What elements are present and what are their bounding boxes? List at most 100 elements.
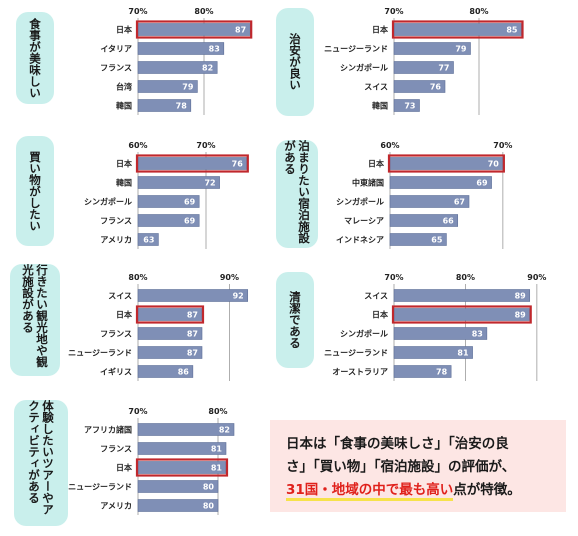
value-label: 83 bbox=[209, 45, 220, 54]
bar bbox=[389, 157, 504, 170]
category-label: アメリカ bbox=[100, 236, 132, 245]
category-label: 日本 bbox=[116, 310, 132, 320]
tick-label: 80% bbox=[194, 7, 213, 16]
bar bbox=[393, 42, 471, 55]
category-label: スイス bbox=[108, 292, 132, 301]
chart-title: 買い物がしたい bbox=[28, 150, 42, 232]
bar bbox=[137, 233, 159, 246]
chart-title: 治安が良い bbox=[288, 33, 302, 91]
category-label: イギリス bbox=[100, 367, 132, 377]
bar bbox=[137, 61, 218, 74]
value-label: 89 bbox=[515, 311, 527, 320]
bar bbox=[137, 23, 251, 36]
category-label: 日本 bbox=[116, 159, 132, 169]
chart-activities: 70% 80% アフリカ諸国 82 フランス 81 日本 81 ニュージーランド 80 アメリカ 80 bbox=[68, 407, 235, 515]
bar bbox=[137, 365, 194, 378]
value-label: 76 bbox=[232, 160, 244, 169]
category-label: マレーシア bbox=[344, 217, 384, 226]
category-label: ニュージーランド bbox=[324, 45, 388, 54]
tick-label: 60% bbox=[380, 141, 399, 150]
highlight-outline bbox=[135, 305, 205, 324]
highlight-outline bbox=[135, 20, 253, 39]
chart-food: 70% 80% 日本 87 イタリア 83 フランス 82 台湾 79 韓国 78 bbox=[100, 7, 253, 115]
value-label: 85 bbox=[506, 26, 518, 35]
value-label: 82 bbox=[202, 64, 213, 73]
tick-label: 80% bbox=[456, 273, 475, 282]
bar bbox=[393, 99, 420, 112]
category-pill-food: 食事が美味しい bbox=[16, 12, 54, 104]
category-label: 日本 bbox=[368, 159, 384, 169]
bar bbox=[389, 214, 459, 227]
tick-label: 70% bbox=[384, 273, 403, 282]
value-label: 87 bbox=[187, 330, 198, 339]
category-label: 台湾 bbox=[116, 82, 132, 92]
value-label: 77 bbox=[438, 64, 449, 73]
value-label: 78 bbox=[436, 368, 448, 377]
value-label: 80 bbox=[203, 483, 215, 492]
chart-shopping: 60% 70% 日本 76 韓国 72 シンガポール 69 フランス 69 アメリカ 63 bbox=[84, 141, 249, 249]
bar bbox=[137, 80, 198, 93]
tick-label: 80% bbox=[128, 273, 147, 282]
category-label: シンガポール bbox=[336, 197, 384, 207]
chart-accommodation: 60% 70% 日本 70 中東諸国 69 シンガポール 67 マレーシア 66 インドネシア 65 bbox=[336, 141, 512, 249]
value-label: 79 bbox=[182, 83, 194, 92]
tick-label: 70% bbox=[196, 141, 215, 150]
bar bbox=[393, 365, 452, 378]
summary-highlight: 31国・地域の中で最も高い bbox=[286, 482, 454, 501]
value-label: 87 bbox=[187, 349, 198, 358]
bar bbox=[137, 214, 200, 227]
chart-title: 行きたい観光地や観光施設がある bbox=[21, 264, 49, 368]
category-label: フランス bbox=[100, 64, 132, 73]
bar bbox=[389, 176, 492, 189]
bar bbox=[137, 442, 227, 455]
highlight-outline bbox=[135, 458, 229, 477]
category-label: オーストラリア bbox=[332, 368, 388, 377]
bar bbox=[137, 327, 203, 340]
highlight-outline bbox=[135, 154, 249, 173]
value-label: 69 bbox=[476, 179, 488, 188]
category-label: 日本 bbox=[116, 25, 132, 35]
chart-title: 食事が美味しい bbox=[28, 17, 42, 99]
category-pill-activities: 体験したいツアーやアクティビティがある bbox=[14, 400, 68, 526]
category-label: アフリカ諸国 bbox=[84, 425, 132, 435]
category-label: 韓国 bbox=[116, 101, 132, 111]
highlight-outline bbox=[391, 305, 532, 324]
value-label: 89 bbox=[515, 292, 527, 301]
value-label: 70 bbox=[488, 160, 500, 169]
value-label: 78 bbox=[176, 102, 188, 111]
tick-label: 70% bbox=[384, 7, 403, 16]
value-label: 87 bbox=[187, 311, 198, 320]
value-label: 65 bbox=[431, 236, 443, 245]
value-label: 87 bbox=[235, 26, 246, 35]
value-label: 63 bbox=[143, 236, 154, 245]
chart-title: 体験したいツアーやアクティビティがある bbox=[27, 400, 55, 515]
summary-tail: 点が特徴。 bbox=[453, 482, 521, 498]
bar bbox=[137, 423, 235, 436]
bar bbox=[393, 23, 522, 36]
bar bbox=[389, 233, 447, 246]
category-label: 日本 bbox=[372, 310, 388, 320]
chart-safety: 70% 80% 日本 85 ニュージーランド 79 シンガポール 77 スイス 76 韓国 73 bbox=[324, 7, 524, 115]
bar bbox=[393, 80, 446, 93]
value-label: 69 bbox=[184, 217, 196, 226]
category-label: シンガポール bbox=[340, 329, 388, 339]
bar bbox=[137, 42, 225, 55]
category-label: スイス bbox=[364, 292, 388, 301]
value-label: 86 bbox=[178, 368, 190, 377]
value-label: 67 bbox=[454, 198, 465, 207]
summary-line-1: 日本は「食事の美味しさ」「治安の良 bbox=[286, 436, 509, 452]
tick-label: 80% bbox=[208, 407, 227, 416]
tick-label: 70% bbox=[128, 407, 147, 416]
highlight-outline bbox=[387, 154, 505, 173]
category-label: フランス bbox=[100, 217, 132, 226]
value-label: 69 bbox=[184, 198, 196, 207]
highlight-outline bbox=[391, 20, 524, 39]
category-label: 韓国 bbox=[372, 101, 388, 111]
category-label: フランス bbox=[100, 445, 132, 454]
bar bbox=[137, 157, 248, 170]
value-label: 72 bbox=[204, 179, 215, 188]
bar bbox=[393, 327, 488, 340]
chart-cleanliness: 70% 80% 90% スイス 89 日本 89 シンガポール 83 ニュージーランド 81 オースト… bbox=[324, 273, 546, 381]
category-label: アメリカ bbox=[100, 502, 132, 511]
bar bbox=[137, 499, 219, 512]
